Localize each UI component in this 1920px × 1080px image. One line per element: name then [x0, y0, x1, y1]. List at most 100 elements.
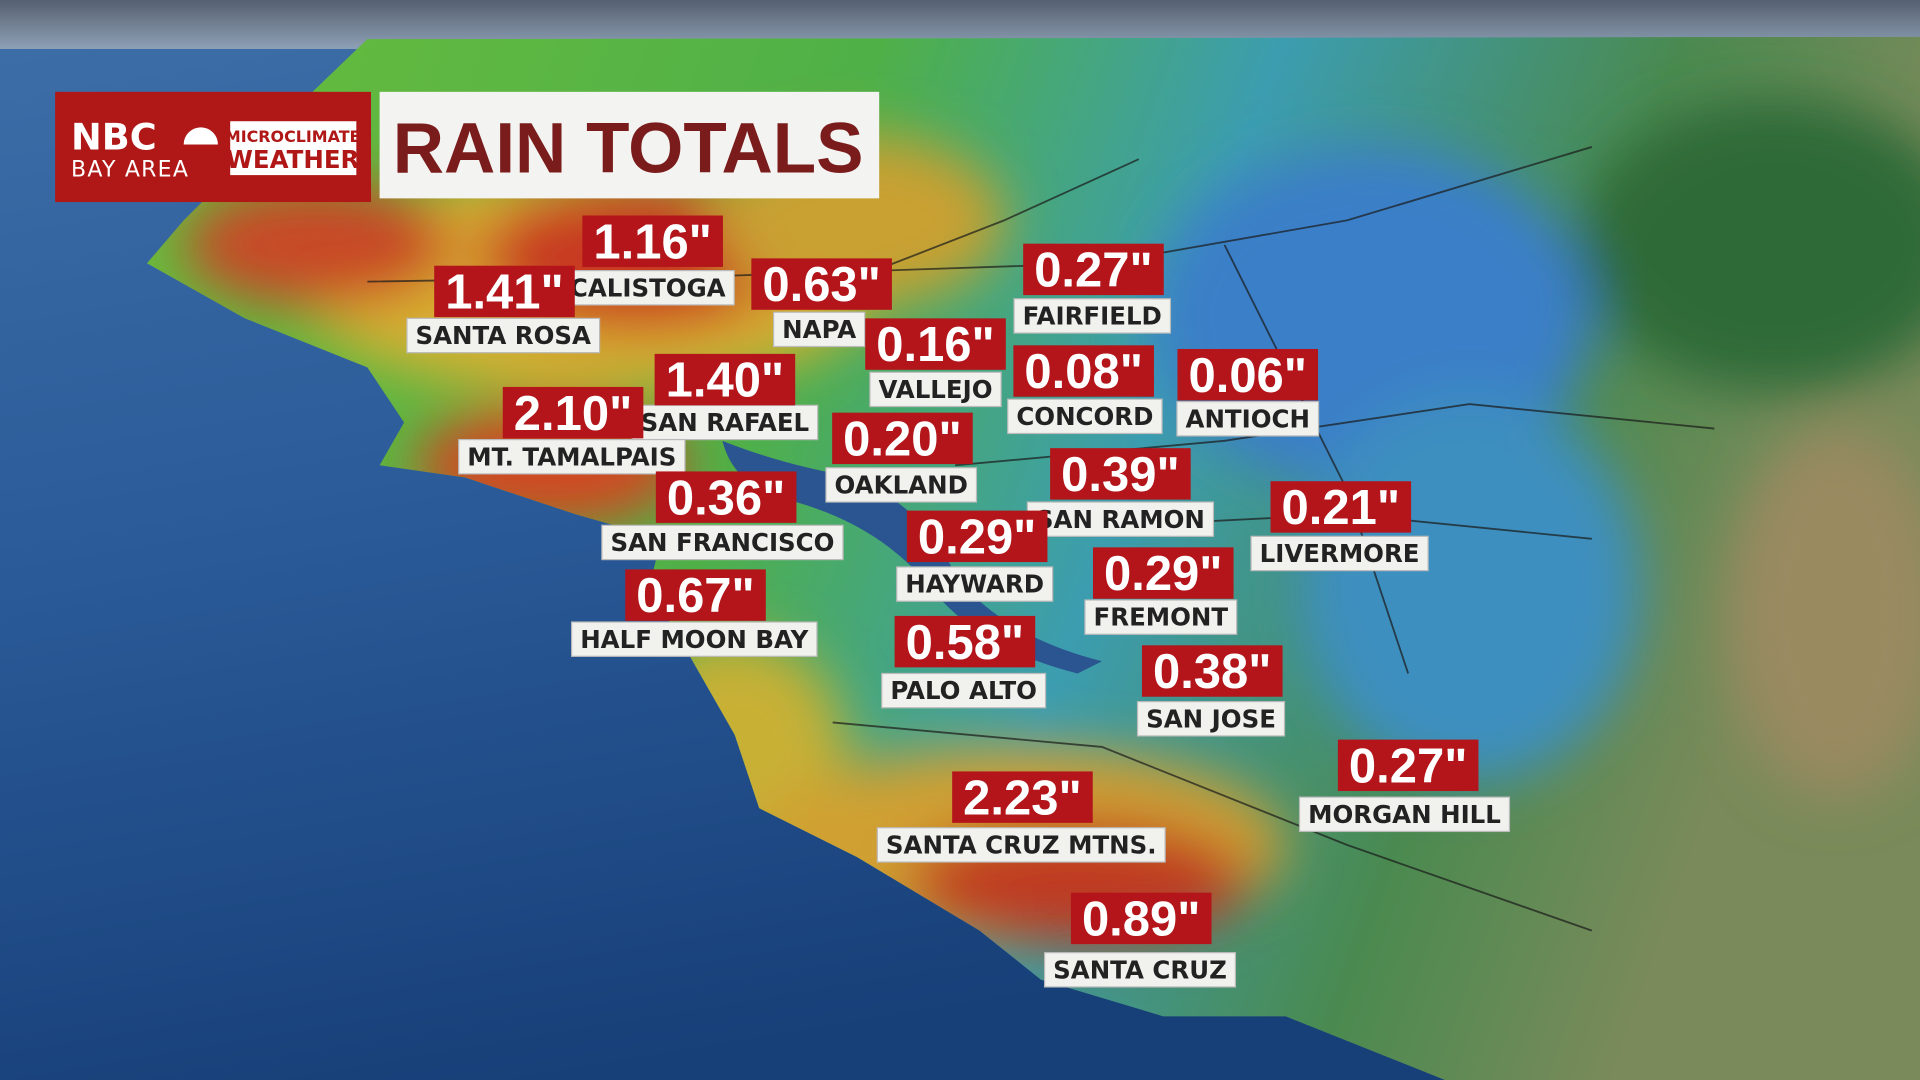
total-box: [865, 318, 1006, 370]
rain-total: 0.06": [1188, 349, 1307, 403]
rain-total: 2.10": [514, 387, 633, 441]
station-name: NAPA: [782, 315, 856, 344]
station: SAN JOSE 0.38": [1136, 645, 1286, 737]
station: SANTA CRUZ MTNS. 2.23": [876, 771, 1166, 863]
total-box: [1070, 892, 1212, 945]
total-box: [1023, 243, 1164, 296]
name-box: [881, 672, 1047, 709]
name-box: [406, 317, 601, 354]
station: OAKLAND 0.20": [825, 413, 978, 503]
total-box: [655, 471, 797, 523]
station-name: SAN JOSE: [1146, 704, 1276, 733]
station-name: SAN RAMON: [1036, 505, 1205, 534]
station: PALO ALTO 0.58": [881, 615, 1047, 709]
station-name: MT. TAMALPAIS: [467, 442, 676, 471]
total-box: [1050, 448, 1191, 500]
name-box: [1013, 298, 1172, 334]
rain-total: 1.16": [593, 215, 712, 269]
station: CONCORD 0.08": [1007, 345, 1163, 435]
total-box: [1337, 739, 1479, 792]
total-box: [1013, 345, 1154, 397]
name-box: [1043, 952, 1237, 988]
rain-total: 0.27": [1034, 244, 1153, 298]
station-name: SAN RAFAEL: [641, 408, 809, 437]
total-box: [952, 771, 1093, 823]
badge-bottom: WEATHER: [226, 145, 360, 174]
station-name: CALISTOGA: [570, 273, 726, 302]
logo-brand: NBC: [71, 115, 157, 158]
name-box: [601, 524, 844, 561]
station: SANTA CRUZ 0.89": [1043, 892, 1237, 988]
name-box: [1250, 535, 1429, 572]
name-box: [1084, 599, 1238, 635]
rain-total: 0.58": [906, 616, 1025, 670]
name-box: [631, 404, 819, 441]
rain-total: 0.36": [667, 471, 786, 525]
logo-sub: BAY AREA: [71, 157, 189, 182]
name-box: [825, 467, 978, 503]
total-box: [654, 353, 796, 406]
badge-top: MICROCLIMATE: [225, 127, 361, 146]
rain-total: 0.67": [636, 569, 755, 623]
rain-total: 1.41": [445, 266, 564, 320]
name-box: [1136, 701, 1286, 737]
rain-total: 0.63": [762, 258, 881, 312]
name-box: [1298, 796, 1511, 833]
name-box: [896, 566, 1054, 602]
name-box: [571, 621, 818, 657]
station-name: CONCORD: [1016, 402, 1153, 431]
station: MORGAN HILL 0.27": [1298, 739, 1511, 833]
station: SAN RAMON 0.39": [1026, 448, 1215, 537]
rain-total: 0.29": [918, 510, 1037, 564]
rain-total: 0.38": [1153, 645, 1272, 699]
rain-total: 0.29": [1104, 547, 1223, 601]
station-name: ANTIOCH: [1186, 404, 1310, 433]
station: HAYWARD 0.29": [896, 510, 1054, 602]
title-box: [379, 91, 880, 199]
total-box: [434, 265, 575, 318]
station-name: LIVERMORE: [1260, 539, 1420, 568]
rain-total: 0.39": [1061, 448, 1180, 502]
rain-total: 0.27": [1349, 739, 1468, 793]
station: VALLEJO 0.16": [865, 318, 1006, 408]
station: CALISTOGA 1.16": [560, 215, 735, 306]
name-box: [1176, 401, 1320, 437]
station-name: HAYWARD: [905, 570, 1044, 599]
total-box: [894, 615, 1036, 668]
title-banner: RAIN TOTALS: [379, 91, 880, 199]
station-name: SANTA ROSA: [416, 321, 592, 350]
badge: [230, 121, 357, 176]
station: NAPA 0.63": [751, 258, 892, 348]
name-box: [869, 371, 1002, 408]
station-name: HALF MOON BAY: [580, 625, 808, 654]
title: RAIN TOTALS: [393, 110, 864, 189]
rain-total: 0.20": [843, 413, 962, 467]
name-box: [772, 311, 866, 348]
total-box: [1270, 481, 1412, 533]
name-box: [1026, 501, 1215, 537]
total-box: [1177, 348, 1319, 401]
total-box: [625, 569, 766, 621]
station: LIVERMORE 0.21": [1250, 481, 1429, 572]
total-box: [582, 215, 723, 267]
rain-total: 1.40": [666, 354, 785, 408]
station: FAIRFIELD 0.27": [1013, 243, 1172, 334]
total-box: [502, 386, 644, 439]
total-box: [906, 510, 1048, 563]
name-box: [458, 438, 686, 475]
station-name: FREMONT: [1094, 603, 1229, 632]
total-box: [1092, 547, 1234, 599]
station-name: MORGAN HILL: [1308, 800, 1501, 829]
rain-total: 0.08": [1024, 345, 1143, 399]
logo: NBC BAY AREA MICROCLIMATE WEATHER: [55, 91, 372, 203]
rain-total: 0.16": [876, 318, 995, 372]
